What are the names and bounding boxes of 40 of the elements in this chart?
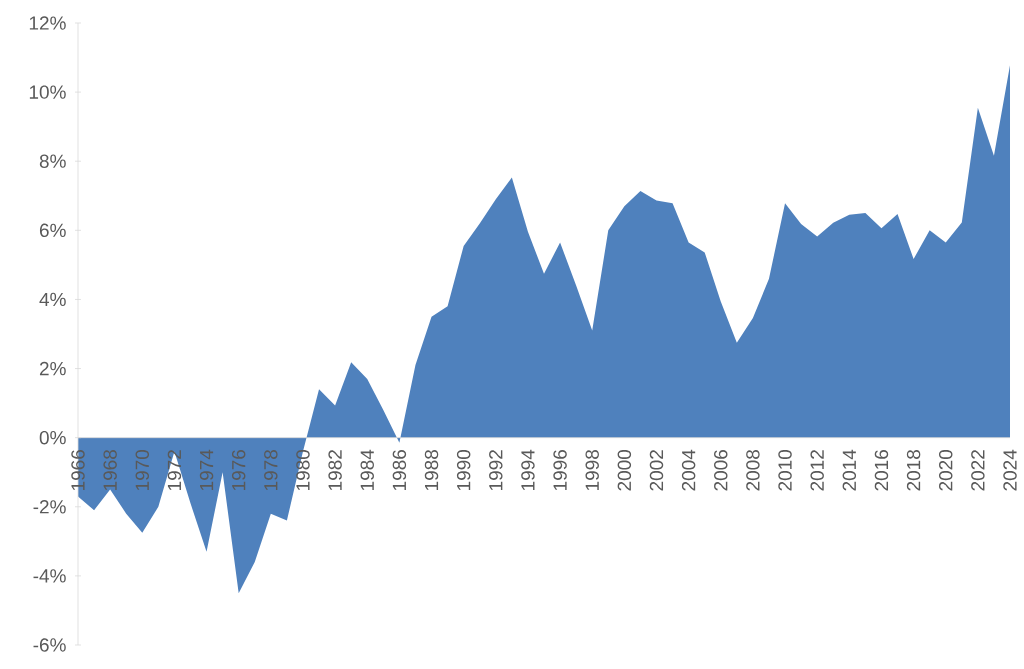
y-tick-label: 2%	[39, 361, 66, 376]
x-tick-label: 1996	[553, 450, 567, 491]
x-tick-label: 2018	[906, 450, 921, 491]
x-tick-label: 1986	[392, 450, 407, 491]
y-tick-label: -6%	[33, 638, 66, 652]
x-tick-label: 2016	[874, 450, 889, 491]
y-tick-label: 10%	[29, 85, 66, 99]
x-tick-label: 1968	[103, 450, 117, 491]
x-tick-label: 2006	[714, 450, 728, 491]
x-tick-label: 2008	[746, 450, 760, 491]
y-tick-label: -2%	[33, 500, 66, 514]
y-tick-label: -4%	[33, 569, 66, 583]
x-tick-label: 2012	[810, 450, 824, 491]
x-tick-label: 2014	[842, 449, 857, 491]
x-tick-label: 1970	[135, 449, 150, 491]
x-tick-label: 2000	[617, 449, 632, 491]
x-tick-label: 2022	[971, 450, 985, 491]
y-tick-label: 12%	[29, 16, 66, 30]
y-tick-label: 8%	[39, 154, 66, 168]
x-tick-label: 1980	[296, 449, 310, 491]
x-tick-label: 1988	[424, 450, 439, 491]
x-tick-label: 2002	[649, 450, 664, 491]
x-tick-label: 1972	[167, 450, 182, 491]
x-tick-label: 2010	[778, 449, 792, 491]
x-tick-label: 1994	[521, 449, 535, 491]
x-tick-label: 1982	[328, 450, 342, 491]
x-tick-label: 1990	[456, 449, 471, 491]
y-tick-label: 6%	[39, 223, 66, 238]
x-tick-label: 1978	[264, 450, 278, 491]
y-tick-label: 0%	[39, 430, 66, 445]
x-tick-label: 2004	[681, 449, 696, 491]
x-tick-label: 1976	[231, 450, 246, 491]
y-tick-label: 4%	[39, 292, 66, 307]
x-tick-label: 1998	[585, 450, 599, 491]
x-tick-label: 1966	[71, 450, 85, 491]
x-tick-label: 2024	[1003, 449, 1017, 491]
x-tick-label: 1974	[199, 449, 214, 491]
x-tick-label: 2020	[939, 449, 953, 491]
x-tick-label: 1992	[489, 450, 503, 491]
x-tick-label: 1984	[360, 449, 374, 491]
